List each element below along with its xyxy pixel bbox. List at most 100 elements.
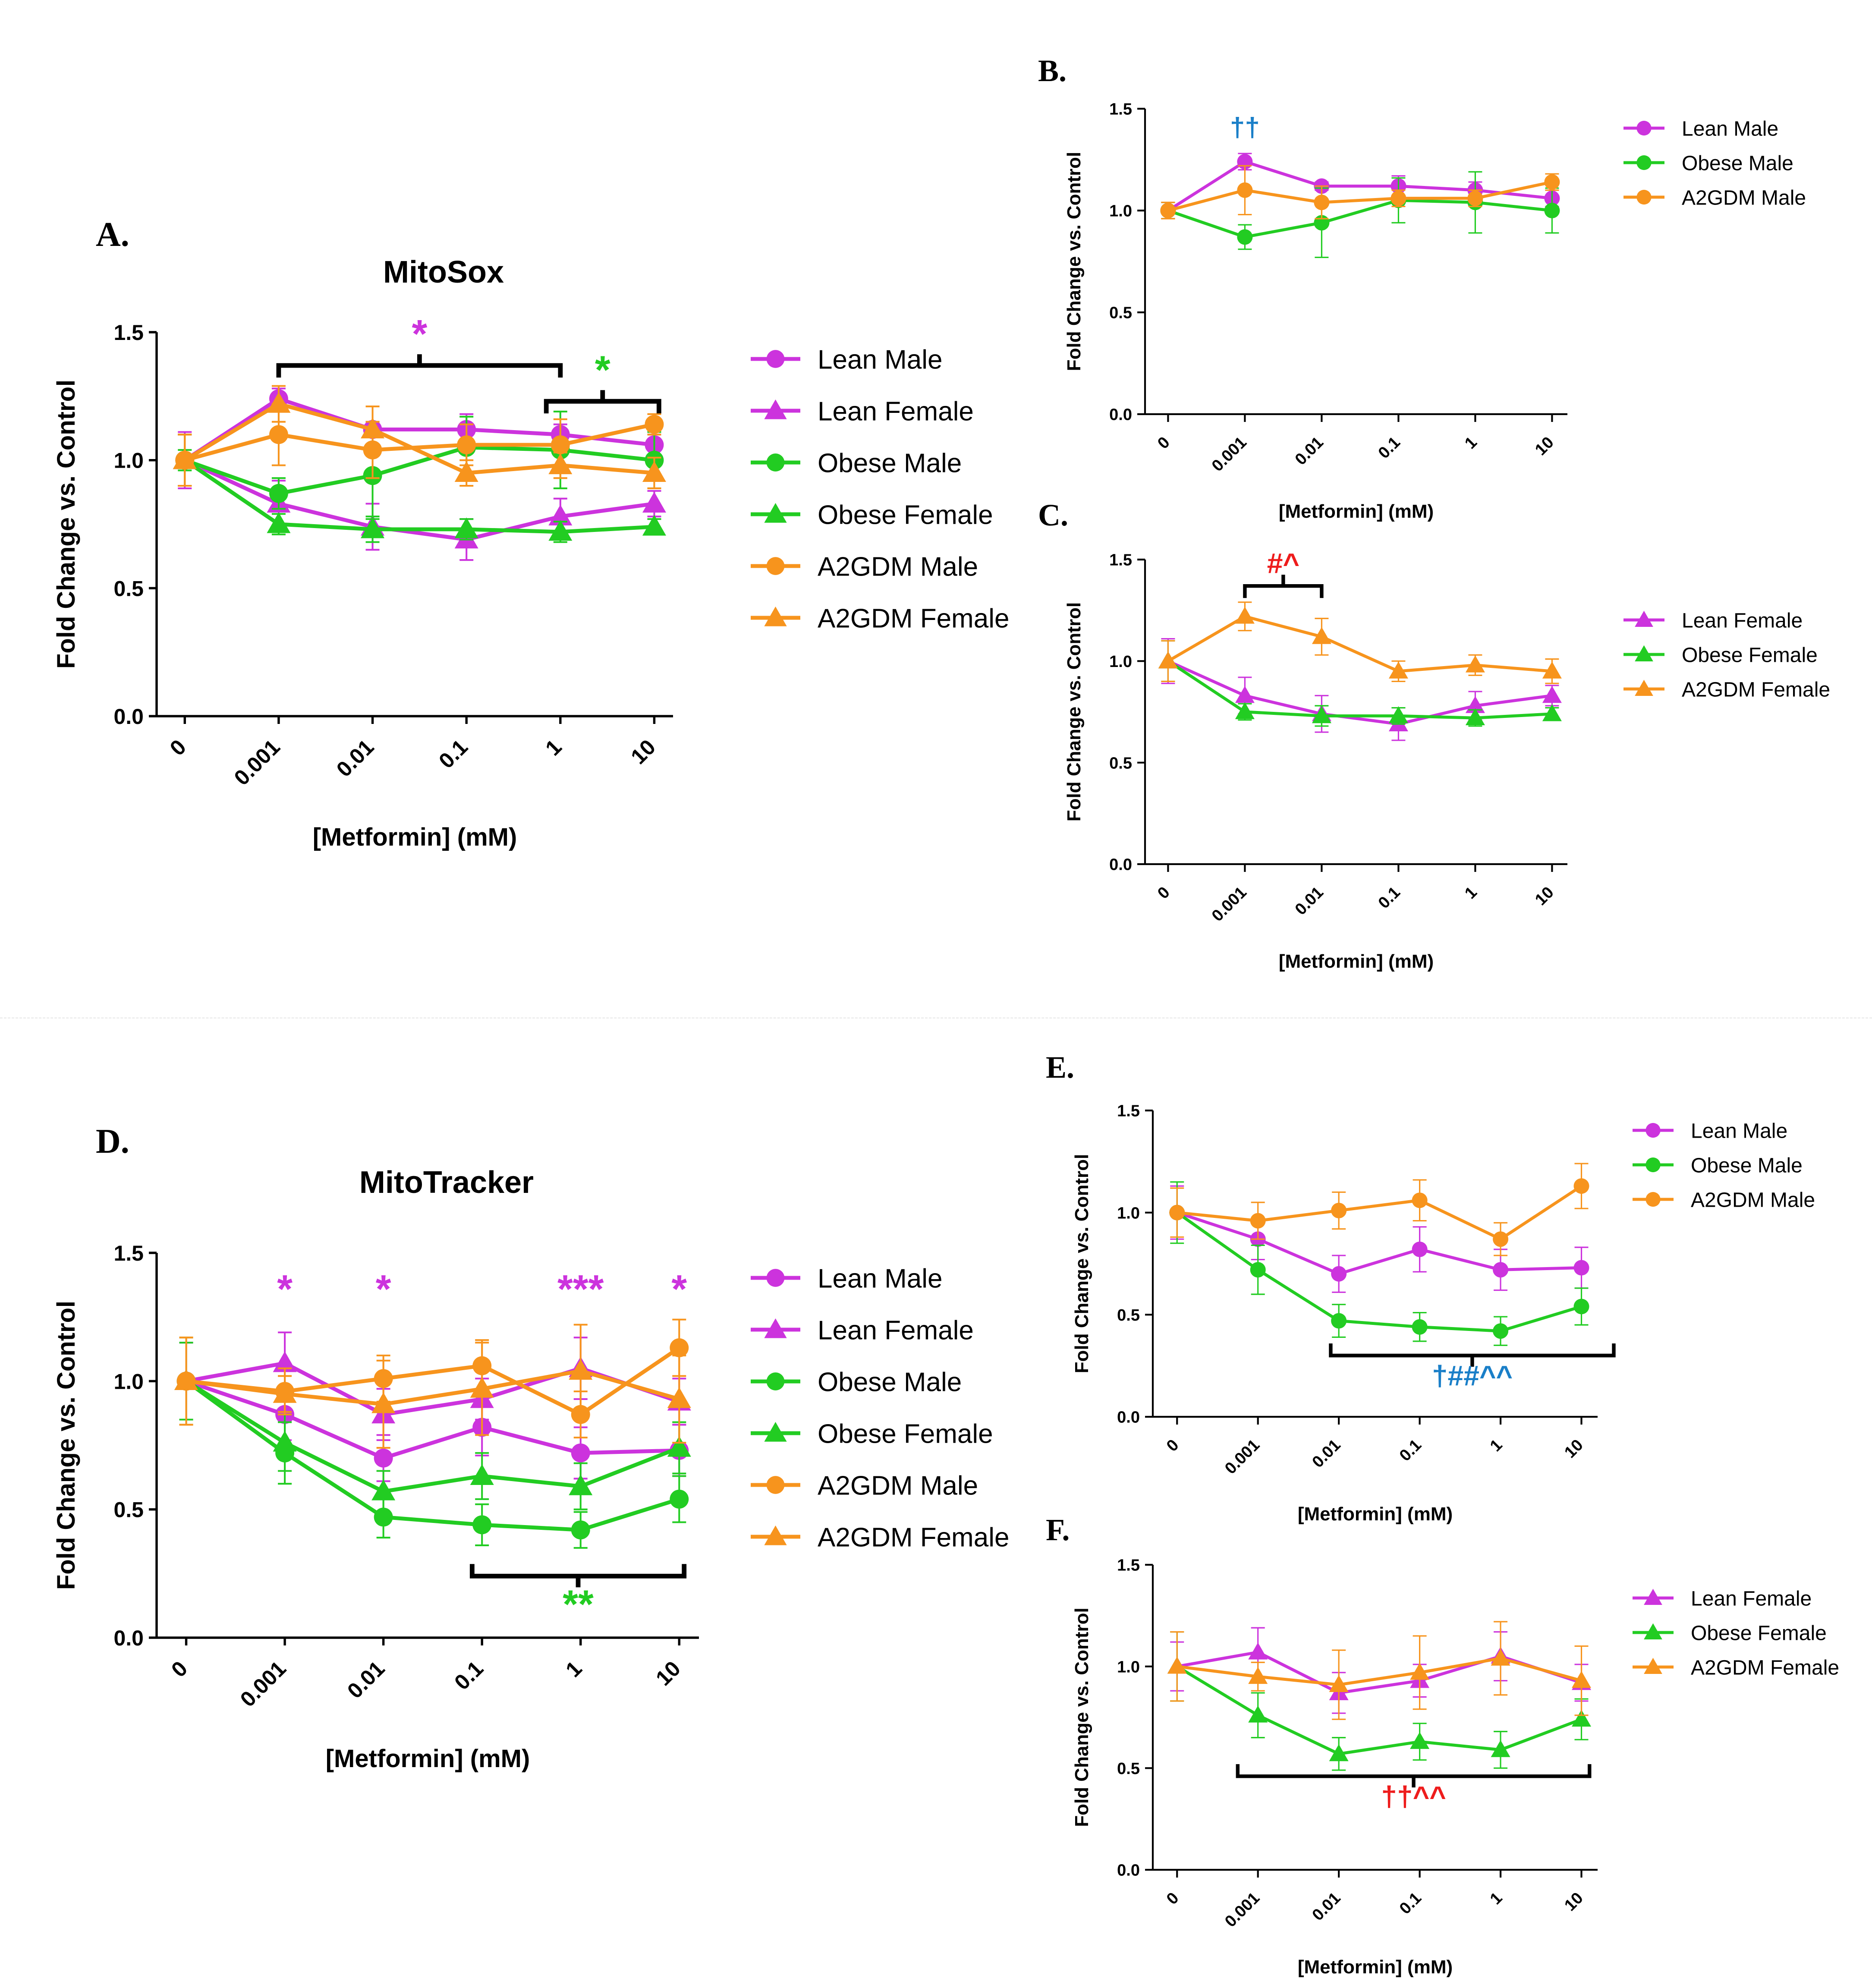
x-tick-label: 0.01 <box>1309 1889 1344 1924</box>
y-tick-label: 0.0 <box>1117 1409 1140 1427</box>
series-lean-male <box>1160 153 1560 220</box>
y-axis-label: Fold Change vs. Control <box>1063 602 1085 821</box>
data-point <box>174 1369 198 1390</box>
series-line <box>1177 1651 1582 1695</box>
x-tick-label: 0.001 <box>1221 1889 1263 1931</box>
x-tick-label: 0 <box>1163 1889 1183 1908</box>
data-point <box>1250 1262 1266 1278</box>
data-point <box>173 448 197 469</box>
x-tick-label: 0.01 <box>332 735 378 781</box>
y-axis-label: Fold Change vs. Control <box>1071 1154 1092 1373</box>
data-point <box>1467 190 1483 206</box>
significance-label: ††^^ <box>1381 1780 1446 1812</box>
y-tick-label: 0.5 <box>1117 1306 1140 1324</box>
data-point <box>1160 203 1176 218</box>
legend-marker <box>1644 1658 1662 1674</box>
data-point <box>1388 706 1408 723</box>
y-tick-label: 1.5 <box>1109 101 1132 119</box>
significance-label: ** <box>563 1582 594 1626</box>
data-point <box>551 435 570 455</box>
data-point <box>1237 229 1253 245</box>
y-tick-label: 0.0 <box>1109 406 1132 424</box>
significance-bracket <box>1243 584 1324 598</box>
data-point <box>1573 1260 1589 1276</box>
series-line <box>183 396 654 462</box>
series-line <box>185 1379 680 1532</box>
series-line <box>1177 1185 1583 1241</box>
series-line <box>184 445 654 496</box>
series-lean-male <box>176 1342 689 1482</box>
legend-item: Obese Male <box>751 1367 962 1397</box>
data-point <box>1235 607 1255 624</box>
series-line <box>184 458 655 542</box>
x-tick-label: 0.01 <box>1292 433 1327 469</box>
data-point <box>1572 1671 1592 1688</box>
legend: Lean Male Obese Male A2GDM Male <box>1623 117 1806 209</box>
data-point <box>1250 1213 1266 1229</box>
legend-marker <box>766 1269 785 1287</box>
x-tick-label: 0 <box>1154 433 1174 453</box>
x-tick-label: 0.1 <box>1396 1436 1425 1465</box>
data-point <box>267 392 291 413</box>
data-point <box>548 504 573 525</box>
x-tick-label: 0.001 <box>1208 433 1250 475</box>
data-point <box>1237 182 1253 198</box>
legend-label: Lean Female <box>818 396 974 426</box>
series-a2gdm-female <box>173 385 666 489</box>
significance-annotation: * <box>671 1267 687 1311</box>
x-tick-label: 1 <box>1487 1889 1506 1908</box>
panel-e: E. 0.0 0.5 1.0 1.5 0 0.001 0.01 0.1 1 10 [Metformin… <box>1046 1050 1815 1525</box>
x-axis-label: [Metformin] (mM) <box>1279 501 1434 522</box>
data-point <box>1329 1675 1349 1692</box>
x-tick-label: 0.01 <box>343 1656 389 1703</box>
legend-item: Lean Female <box>751 396 974 426</box>
legend: Lean Female Obese Female A2GDM Female <box>1633 1587 1839 1679</box>
panel-label: B. <box>1038 53 1067 88</box>
data-point <box>269 425 288 444</box>
series-obese-female <box>174 1337 691 1513</box>
legend-label: A2GDM Male <box>818 1471 978 1500</box>
panel-f: F. 0.0 0.5 1.0 1.5 0 0.001 0.01 0.1 1 10 [Metformin… <box>1046 1513 1839 1978</box>
legend-item: Obese Female <box>1623 644 1818 667</box>
significance-label: #^ <box>1267 547 1299 579</box>
y-axis-label: Fold Change vs. Control <box>1071 1607 1092 1827</box>
legend: Lean Male Lean Female Obese Male Obese Fema… <box>751 1264 1009 1552</box>
data-point <box>1248 1705 1268 1723</box>
x-tick-label: 10 <box>1532 433 1557 459</box>
data-point <box>1544 174 1560 190</box>
series-line <box>1177 1211 1582 1276</box>
legend-item: A2GDM Male <box>751 1471 978 1500</box>
significance-annotation: * <box>376 1267 391 1311</box>
legend-label: Obese Male <box>818 1367 962 1397</box>
data-point <box>1493 1231 1509 1247</box>
legend-marker <box>764 1318 787 1338</box>
x-tick-label: 10 <box>1561 1436 1587 1462</box>
series-line <box>1176 1211 1582 1333</box>
legend-marker <box>766 350 785 368</box>
series-line <box>1167 660 1552 726</box>
section-divider <box>0 1017 1872 1019</box>
chart-title: MitoSox <box>383 255 504 289</box>
x-axis-label: [Metformin] (mM) <box>1298 1957 1453 1978</box>
data-point <box>1493 1323 1509 1339</box>
data-point <box>1465 708 1485 725</box>
data-point <box>1410 1732 1430 1749</box>
x-tick-label: 0 <box>165 735 191 760</box>
significance-bracket <box>1236 1764 1592 1778</box>
data-point <box>1235 686 1255 703</box>
x-tick-label: 10 <box>651 1656 685 1690</box>
legend-marker <box>1636 189 1652 205</box>
data-point <box>642 492 666 513</box>
x-tick-label: 1 <box>1461 433 1481 453</box>
series-line <box>1177 1657 1582 1686</box>
series-line <box>1167 160 1552 212</box>
legend-item: Obese Female <box>751 1419 993 1449</box>
legend-label: Lean Female <box>1682 609 1803 632</box>
x-tick-label: 0.1 <box>1375 433 1404 462</box>
legend-label: A2GDM Female <box>1691 1656 1839 1679</box>
y-tick-label: 0.0 <box>1117 1862 1140 1880</box>
significance-label: †##^^ <box>1432 1359 1513 1391</box>
data-point <box>470 1464 494 1485</box>
data-point <box>1544 203 1560 218</box>
legend-label: Obese Male <box>1691 1154 1803 1177</box>
